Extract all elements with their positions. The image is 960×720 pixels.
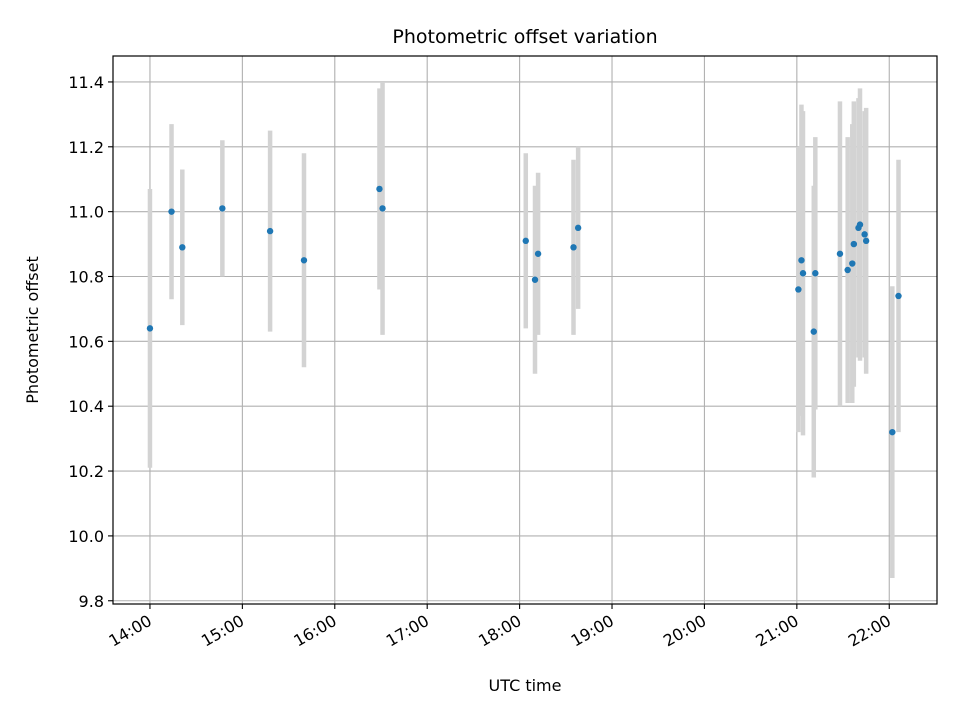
chart-title: Photometric offset variation [392, 26, 657, 48]
x-tick-label: 21:00 [752, 611, 801, 651]
errorbars [147, 81, 901, 579]
data-point [798, 257, 805, 264]
data-point [266, 227, 274, 235]
x-axis-label: UTC time [489, 676, 562, 695]
data-point [379, 205, 386, 212]
data-point [810, 328, 817, 335]
data-point [836, 250, 844, 257]
data-point [300, 257, 308, 264]
x-tick-label: 14:00 [106, 611, 155, 651]
y-axis-ticks: 9.8 10.0 10.2 10.4 10.6 10.8 11.0 11.2 11.4 [68, 73, 113, 611]
y-tick-label: 10.4 [68, 397, 104, 416]
data-point [861, 231, 868, 238]
y-tick-label: 11.2 [68, 138, 104, 157]
data-point [570, 244, 577, 251]
x-tick-label: 17:00 [383, 611, 432, 651]
y-tick-label: 11.4 [68, 73, 104, 92]
y-tick-label: 10.2 [68, 462, 104, 481]
data-point [168, 208, 175, 215]
data-point [146, 325, 154, 332]
data-point [895, 292, 902, 300]
data-point [522, 237, 529, 245]
x-tick-label: 16:00 [290, 611, 339, 651]
data-point [574, 224, 582, 232]
y-axis-label: Photometric offset [23, 256, 42, 404]
data-point [812, 270, 819, 277]
y-tick-label: 10.8 [68, 267, 104, 286]
data-point [844, 266, 851, 274]
y-tick-label: 10.0 [68, 527, 104, 546]
data-point [534, 250, 542, 257]
plot-frame [112, 55, 938, 605]
y-tick-label: 9.8 [79, 592, 104, 611]
data-points [146, 185, 902, 436]
x-tick-label: 18:00 [475, 611, 524, 651]
x-tick-label: 22:00 [845, 611, 894, 651]
data-point [850, 240, 858, 248]
y-tick-label: 10.6 [68, 332, 104, 351]
data-point [376, 185, 383, 193]
data-point [862, 237, 870, 245]
data-point [531, 276, 539, 283]
data-point [799, 270, 807, 277]
data-point [889, 428, 896, 436]
x-tick-label: 19:00 [568, 611, 617, 651]
data-point [219, 205, 226, 212]
data-point [795, 286, 802, 293]
data-point [856, 221, 864, 228]
data-point [179, 244, 186, 251]
x-tick-label: 20:00 [660, 611, 709, 651]
data-point [849, 260, 856, 267]
x-tick-label: 15:00 [198, 611, 247, 651]
x-axis-ticks: 14:00 15:00 16:00 17:00 18:00 19:00 20:00 21:00… [106, 604, 894, 651]
y-tick-label: 11.0 [68, 203, 104, 222]
